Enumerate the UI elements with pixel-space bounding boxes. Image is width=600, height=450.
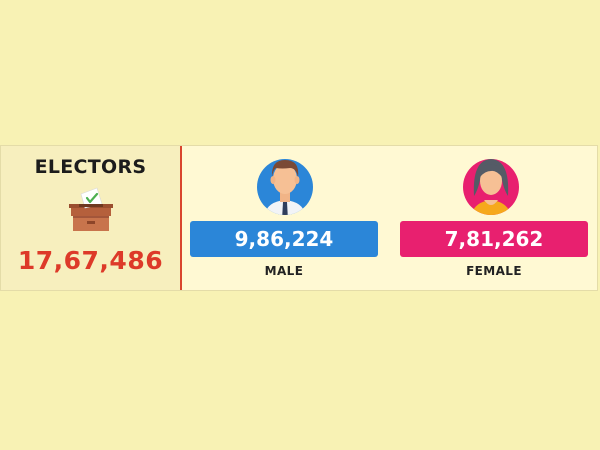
- electors-title: ELECTORS: [34, 156, 147, 178]
- male-count-box: 9,86,224: [190, 221, 378, 257]
- male-avatar-icon: [257, 159, 313, 215]
- ballot-box-icon: [69, 187, 113, 231]
- electors-summary-panel: ELECTORS 17,67,486: [1, 146, 182, 290]
- electors-total-count: 17,67,486: [17, 246, 164, 275]
- female-count-box: 7,81,262: [400, 221, 588, 257]
- female-label: FEMALE: [466, 264, 522, 278]
- male-label: MALE: [264, 264, 304, 278]
- electors-card: ELECTORS 17,67,486: [0, 145, 598, 291]
- female-avatar-icon: [463, 159, 519, 215]
- gender-breakdown-panel: 9,86,224 7,81,262 MALE FEMALE: [182, 146, 597, 290]
